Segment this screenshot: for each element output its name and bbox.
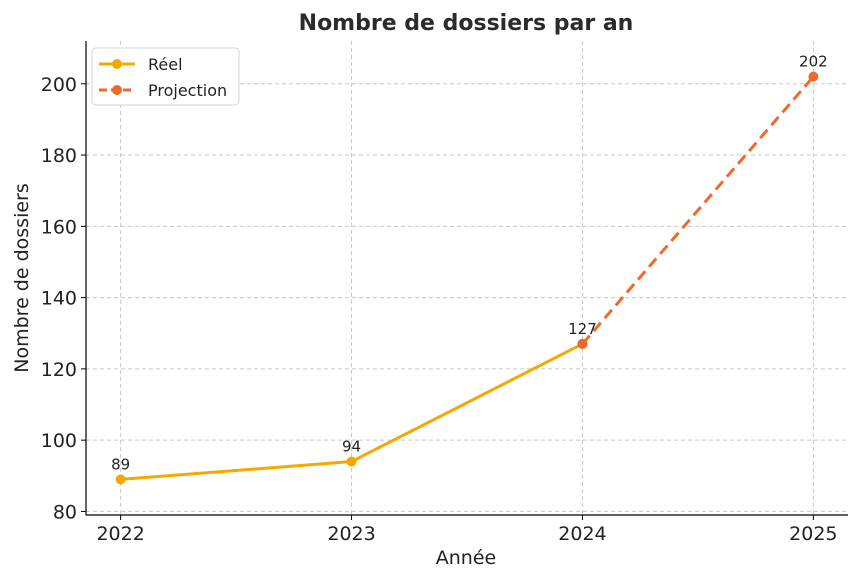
series-layer: 89 94 127 202 xyxy=(111,53,828,485)
data-label: 89 xyxy=(111,455,130,473)
y-axis-label: Nombre de dossiers xyxy=(11,183,33,372)
legend-marker xyxy=(112,59,122,69)
axes: 80 100 120 140 160 180 200 2022 2023 2024 2025 xyxy=(41,41,848,545)
y-tick-label: 120 xyxy=(41,359,77,381)
series-line-projection xyxy=(581,75,815,345)
x-tick-label: 2024 xyxy=(558,523,606,545)
x-tick-label: 2025 xyxy=(789,523,837,545)
data-point xyxy=(115,474,126,485)
legend-label: Réel xyxy=(148,55,183,74)
data-point xyxy=(577,338,588,349)
y-tick-label: 160 xyxy=(41,216,77,238)
y-tick-label: 100 xyxy=(41,430,77,452)
y-tick-label: 200 xyxy=(41,74,77,96)
data-point xyxy=(346,456,357,467)
data-point xyxy=(808,71,819,82)
legend-label: Projection xyxy=(148,81,227,100)
data-label: 127 xyxy=(568,320,597,338)
y-tick-label: 140 xyxy=(41,288,77,310)
x-tick-label: 2022 xyxy=(96,523,144,545)
y-tick-label: 180 xyxy=(41,145,77,167)
y-tick-label: 80 xyxy=(53,501,77,523)
data-label: 202 xyxy=(799,53,828,71)
chart-title: Nombre de dossiers par an xyxy=(299,11,634,36)
legend-marker xyxy=(112,85,122,95)
x-tick-label: 2023 xyxy=(327,523,375,545)
x-axis-label: Année xyxy=(436,547,496,569)
data-label: 94 xyxy=(342,438,361,456)
grid xyxy=(86,41,848,515)
legend: Réel Projection xyxy=(91,47,240,106)
